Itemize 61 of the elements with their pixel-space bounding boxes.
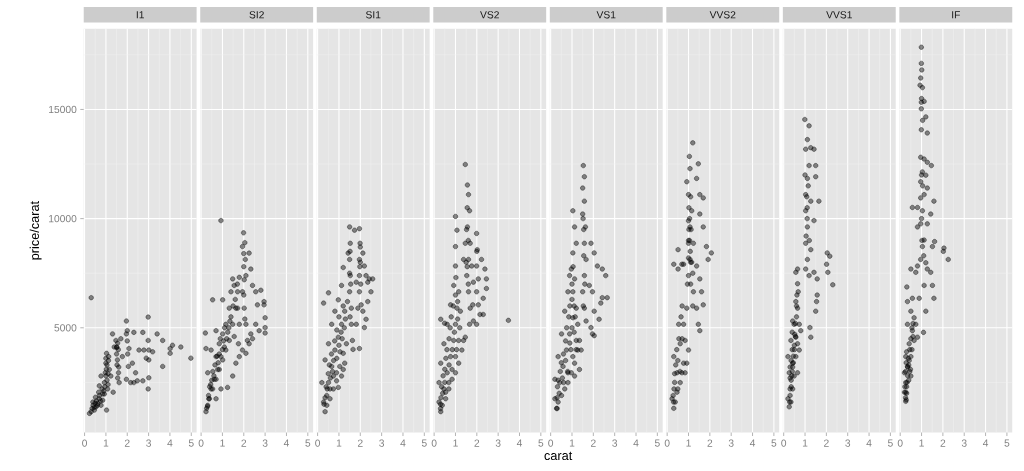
x-tick-label: 2 bbox=[357, 439, 363, 447]
x-tick-label: 0 bbox=[664, 439, 670, 447]
x-tick-label: 3 bbox=[612, 439, 618, 447]
x-tick-label: 1 bbox=[919, 439, 924, 447]
x-tick-label: 1 bbox=[686, 439, 691, 447]
x-tick-label: 0 bbox=[82, 439, 88, 447]
y-tick-label: 5000 bbox=[54, 324, 77, 332]
x-tick-label: 5 bbox=[421, 439, 427, 447]
chart-title: VVS2 bbox=[709, 11, 736, 19]
x-tick-label: 3 bbox=[262, 439, 268, 447]
x-tick-label: 4 bbox=[749, 439, 756, 447]
x-tick-label: 2 bbox=[241, 439, 247, 447]
x-tick-label: 4 bbox=[516, 439, 523, 447]
x-tick-label: 2 bbox=[591, 439, 596, 447]
x-tick-label: 1 bbox=[569, 439, 575, 447]
x-tick-label: 3 bbox=[146, 439, 152, 447]
chart-title: SI2 bbox=[249, 11, 264, 19]
x-tick-label: 5 bbox=[771, 439, 777, 447]
x-tick-label: 3 bbox=[961, 439, 967, 447]
x-tick-label: 0 bbox=[548, 439, 554, 447]
chart-title: I1 bbox=[136, 11, 144, 19]
y-tick-label: 15000 bbox=[49, 105, 77, 114]
x-tick-label: 2 bbox=[707, 439, 713, 447]
x-tick-label: 1 bbox=[103, 439, 109, 447]
x-tick-label: 5 bbox=[538, 439, 544, 447]
chart-title: VS2 bbox=[480, 11, 499, 19]
x-tick-label: 5 bbox=[305, 439, 311, 447]
x-tick-label: 4 bbox=[633, 439, 639, 447]
y-tick-label: 10000 bbox=[49, 215, 77, 223]
x-tick-label: 4 bbox=[167, 439, 173, 447]
x-tick-label: 3 bbox=[379, 439, 385, 447]
x-tick-label: 1 bbox=[336, 439, 342, 447]
x-tick-label: 4 bbox=[283, 439, 290, 447]
x-tick-label: 1 bbox=[220, 439, 225, 447]
y-axis-title: price/carat bbox=[29, 201, 42, 260]
x-tick-label: 5 bbox=[887, 439, 893, 447]
x-tick-label: 5 bbox=[654, 439, 660, 447]
x-tick-label: 0 bbox=[897, 439, 903, 447]
x-tick-label: 2 bbox=[940, 439, 946, 447]
chart-title: IF bbox=[952, 11, 960, 19]
x-tick-label: 1 bbox=[453, 439, 458, 447]
x-tick-label: 3 bbox=[845, 439, 851, 447]
x-tick-label: 2 bbox=[124, 439, 130, 447]
x-tick-label: 4 bbox=[400, 439, 406, 447]
x-tick-label: 4 bbox=[982, 439, 989, 447]
chart-title: VS1 bbox=[596, 11, 616, 19]
chart-title: VVS1 bbox=[826, 11, 852, 19]
chart-title: SI1 bbox=[365, 11, 381, 19]
x-tick-label: 0 bbox=[198, 439, 204, 447]
x-axis-title: carat bbox=[544, 451, 573, 461]
x-tick-label: 3 bbox=[728, 439, 734, 447]
x-tick-label: 0 bbox=[315, 439, 321, 447]
x-tick-label: 2 bbox=[824, 439, 829, 447]
x-tick-label: 5 bbox=[188, 439, 194, 447]
x-tick-label: 3 bbox=[495, 439, 501, 447]
x-tick-label: 0 bbox=[781, 439, 787, 447]
x-tick-label: 1 bbox=[802, 439, 808, 447]
x-tick-label: 5 bbox=[1004, 439, 1010, 447]
x-tick-label: 0 bbox=[431, 439, 437, 447]
x-tick-label: 2 bbox=[474, 439, 480, 447]
x-tick-label: 4 bbox=[866, 439, 872, 447]
